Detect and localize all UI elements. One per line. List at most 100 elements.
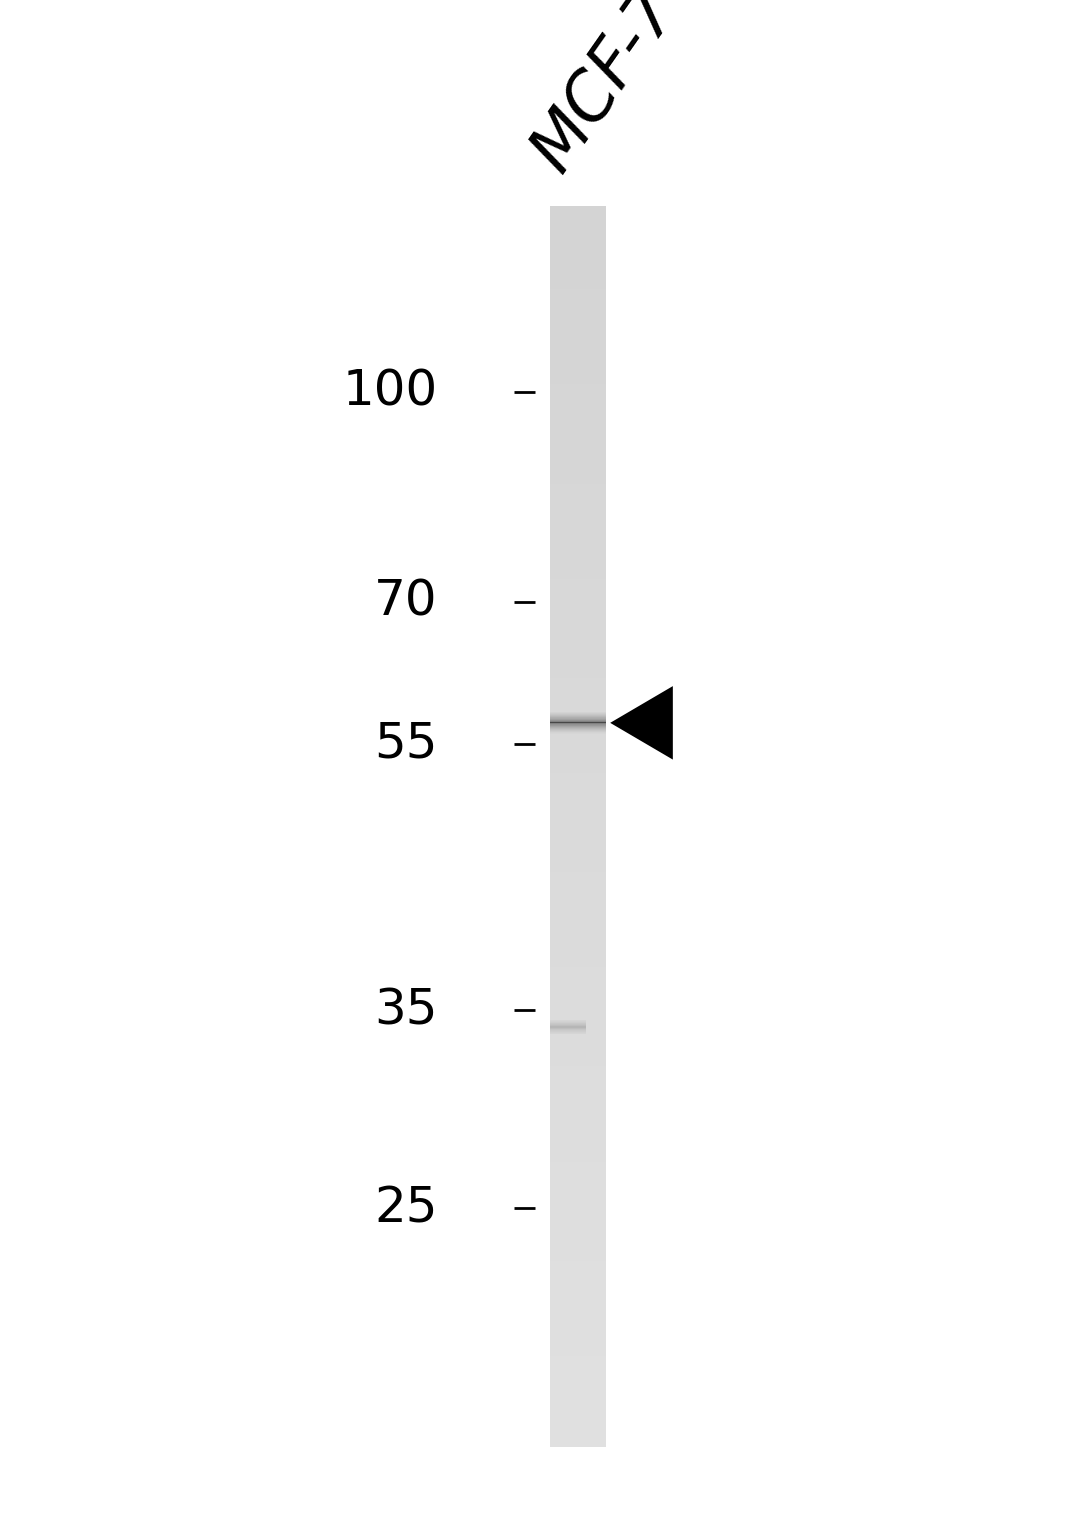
Bar <box>550 276 606 282</box>
Bar <box>550 801 606 805</box>
Bar <box>550 1306 606 1311</box>
Bar <box>550 1157 606 1162</box>
Bar <box>550 756 606 761</box>
Bar <box>550 1131 606 1136</box>
Bar <box>550 1046 606 1050</box>
Bar <box>550 400 606 406</box>
Bar <box>550 1240 606 1245</box>
Bar <box>550 1090 606 1096</box>
Bar <box>550 769 606 773</box>
Bar <box>550 949 606 955</box>
Bar <box>550 1294 606 1298</box>
Bar <box>550 1285 606 1289</box>
Bar <box>550 1160 606 1165</box>
Bar <box>550 1360 606 1364</box>
Bar <box>550 1421 606 1427</box>
Bar <box>550 727 606 732</box>
Bar <box>550 978 606 984</box>
Bar <box>550 827 606 831</box>
Bar <box>550 219 606 224</box>
Bar <box>550 1041 606 1046</box>
Bar <box>550 214 606 219</box>
Bar <box>550 1128 606 1133</box>
Bar <box>550 329 606 335</box>
Bar <box>550 1170 606 1174</box>
Bar <box>550 446 606 450</box>
Bar <box>550 871 606 876</box>
Bar <box>550 1182 606 1187</box>
Bar <box>550 533 606 537</box>
Bar <box>550 706 606 710</box>
Bar <box>550 380 606 384</box>
Bar <box>550 1141 606 1145</box>
Bar <box>550 929 606 934</box>
Bar <box>550 416 606 421</box>
Bar <box>550 210 606 214</box>
Bar <box>550 1321 606 1327</box>
Bar <box>550 876 606 880</box>
Bar <box>550 867 606 873</box>
Bar <box>550 987 606 992</box>
Text: 100: 100 <box>342 367 437 416</box>
Bar <box>550 677 606 683</box>
Bar <box>550 689 606 695</box>
Bar <box>550 524 606 530</box>
Text: 35: 35 <box>374 986 437 1033</box>
Bar <box>550 375 606 380</box>
Bar <box>550 273 606 277</box>
Bar <box>550 934 606 939</box>
Bar <box>550 1438 606 1442</box>
Bar <box>550 798 606 802</box>
Bar <box>550 764 606 769</box>
Bar <box>550 516 606 521</box>
Bar <box>550 302 606 306</box>
Bar <box>550 640 606 645</box>
Bar <box>550 603 606 608</box>
Bar <box>550 1248 606 1252</box>
Bar <box>550 1301 606 1306</box>
Text: 55: 55 <box>374 720 437 769</box>
Bar <box>550 657 606 661</box>
Bar <box>550 470 606 475</box>
Bar <box>550 1297 606 1301</box>
Bar <box>550 297 606 302</box>
Bar <box>550 686 606 690</box>
Bar <box>550 392 606 397</box>
Bar <box>550 606 606 612</box>
Bar <box>550 545 606 550</box>
Bar <box>550 508 606 513</box>
Bar <box>550 1326 606 1330</box>
Bar <box>550 1268 606 1274</box>
Bar <box>550 1219 606 1223</box>
Bar <box>550 1376 606 1381</box>
Text: MCF-7: MCF-7 <box>518 0 690 184</box>
Bar <box>550 1197 606 1203</box>
Bar <box>550 550 606 554</box>
Bar <box>550 859 606 863</box>
Bar <box>550 205 606 211</box>
Text: 70: 70 <box>374 577 437 626</box>
Bar <box>550 922 606 926</box>
Bar <box>550 355 606 360</box>
Bar <box>550 652 606 657</box>
Bar <box>550 810 606 814</box>
Bar <box>550 1226 606 1232</box>
Bar <box>550 1314 606 1318</box>
Bar <box>550 1049 606 1055</box>
Bar <box>550 426 606 430</box>
Bar <box>550 1277 606 1281</box>
Bar <box>550 504 606 508</box>
Bar <box>550 487 606 491</box>
Bar <box>550 1119 606 1124</box>
Bar <box>550 1272 606 1277</box>
Bar <box>550 1029 606 1033</box>
Bar <box>550 966 606 971</box>
Bar <box>550 1058 606 1063</box>
Bar <box>550 645 606 649</box>
Bar <box>550 747 606 752</box>
Bar <box>550 883 606 888</box>
Bar <box>550 971 606 975</box>
Bar <box>550 1318 606 1323</box>
Bar <box>550 937 606 943</box>
Bar <box>550 1102 606 1108</box>
